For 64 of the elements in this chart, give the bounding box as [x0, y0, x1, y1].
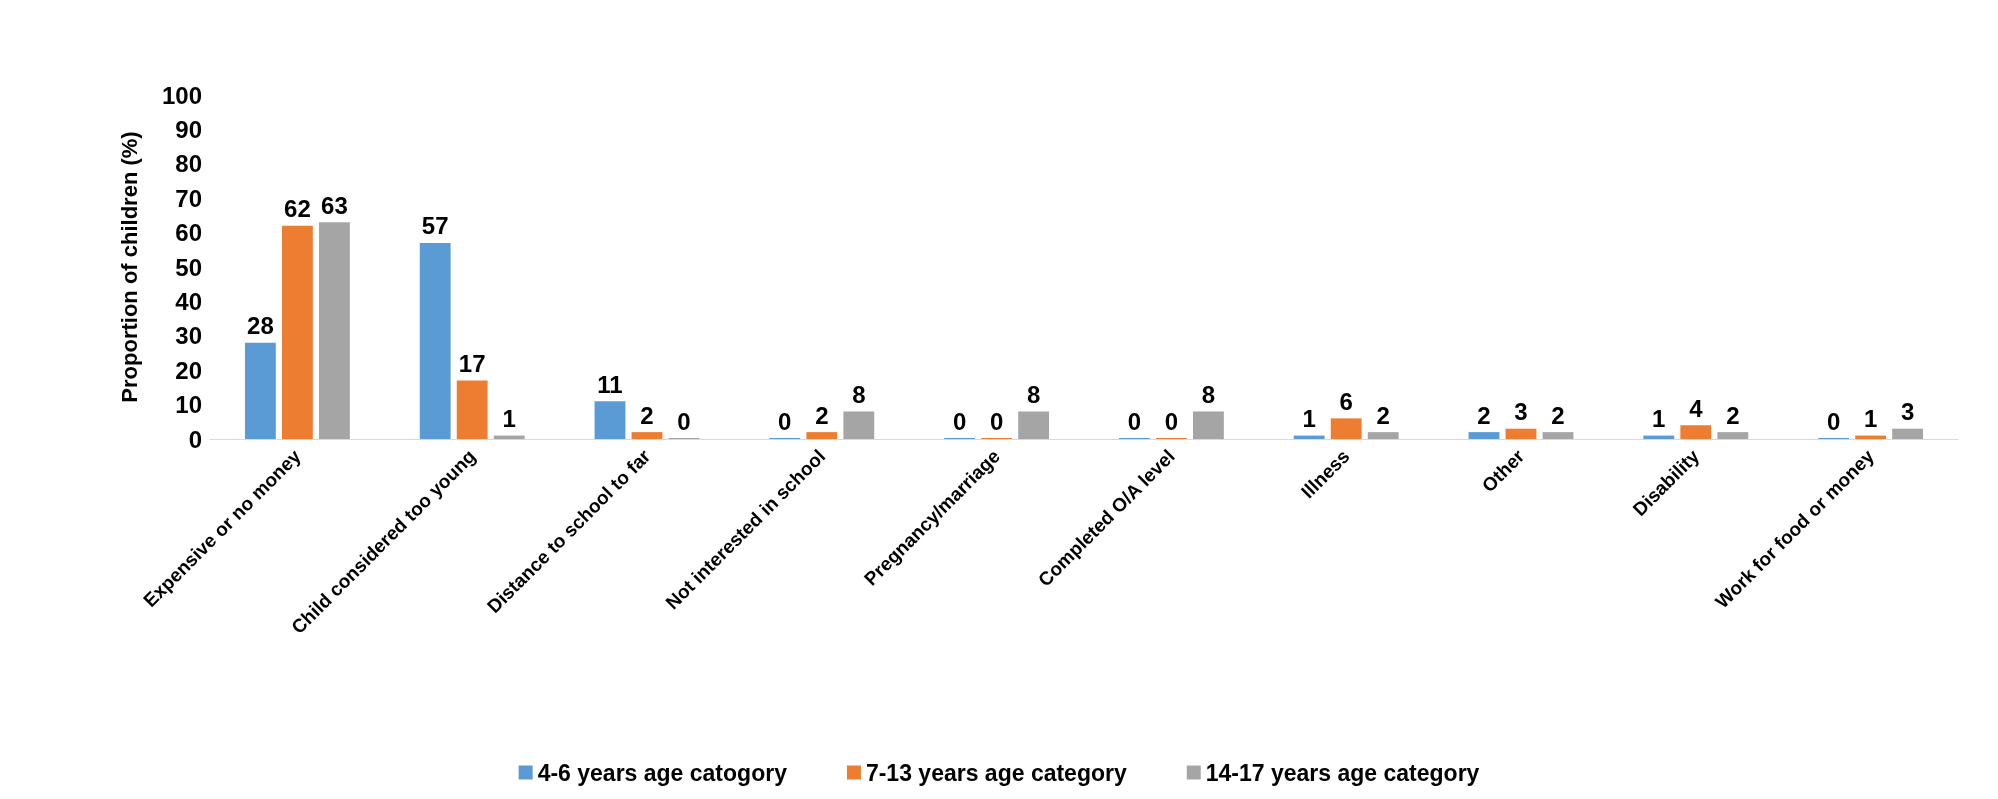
y-tick-label: 0: [188, 425, 202, 453]
bar: [1542, 432, 1574, 439]
data-label: 2: [1477, 401, 1491, 429]
data-label: 2: [1726, 401, 1740, 429]
data-label: 4: [1689, 394, 1704, 422]
bar: [244, 342, 276, 439]
bar: [1505, 428, 1537, 439]
data-label: 0: [1127, 407, 1142, 435]
data-label: 0: [1826, 407, 1841, 435]
bar: [1330, 418, 1362, 439]
data-label: 2: [640, 401, 654, 429]
data-label: 57: [421, 212, 449, 240]
bar: [1192, 411, 1224, 439]
y-tick-label: 50: [175, 253, 202, 281]
bar: [806, 432, 838, 439]
data-label: 2: [1376, 401, 1390, 429]
y-tick-label: 70: [175, 184, 202, 212]
bar: [281, 225, 313, 439]
data-label: 8: [1201, 380, 1216, 408]
y-tick-label: 100: [161, 81, 202, 109]
y-tick-label: 40: [175, 287, 202, 315]
data-label: 28: [247, 312, 274, 340]
data-label: 0: [778, 407, 792, 435]
bar: [1018, 411, 1050, 439]
y-tick-label: 80: [175, 150, 202, 178]
bar: [1367, 432, 1399, 439]
bar: [843, 411, 875, 439]
data-label: 63: [321, 191, 348, 219]
y-tick-label: 90: [175, 115, 202, 143]
legend-label: 14-17 years age category: [1205, 759, 1480, 786]
data-label: 2: [815, 401, 829, 429]
y-tick-label: 10: [175, 391, 202, 419]
data-label: 8: [852, 380, 866, 408]
bar: [631, 432, 663, 439]
data-label: 3: [1514, 398, 1528, 426]
bar: [1717, 432, 1749, 439]
data-label: 0: [952, 407, 967, 435]
data-label: 11: [597, 370, 623, 398]
bar: [1468, 432, 1500, 439]
bar: [456, 380, 488, 439]
bar: [594, 401, 626, 439]
y-tick-label: 30: [175, 322, 202, 350]
legend-label: 4-6 years age catogory: [537, 759, 788, 786]
data-label: 17: [458, 350, 486, 378]
legend-label: 7-13 years age category: [865, 759, 1127, 786]
bar: [419, 242, 451, 439]
y-tick-label: 60: [175, 219, 202, 247]
bar: [1892, 428, 1924, 439]
data-label: 1: [1863, 405, 1878, 433]
y-tick-label: 20: [175, 356, 202, 384]
y-axis-title: Proportion of children (%): [116, 131, 142, 403]
data-label: 0: [677, 407, 691, 435]
data-label: 1: [502, 405, 516, 433]
bar: [318, 222, 350, 439]
data-label: 0: [989, 407, 1004, 435]
data-label: 62: [284, 195, 311, 223]
bar: [1680, 425, 1712, 439]
data-label: 2: [1551, 401, 1565, 429]
data-label: 3: [1900, 398, 1915, 426]
data-label: 6: [1339, 387, 1353, 415]
data-label: 1: [1302, 405, 1316, 433]
data-label: 8: [1026, 380, 1041, 408]
data-label: 1: [1652, 405, 1666, 433]
data-label: 0: [1164, 407, 1179, 435]
